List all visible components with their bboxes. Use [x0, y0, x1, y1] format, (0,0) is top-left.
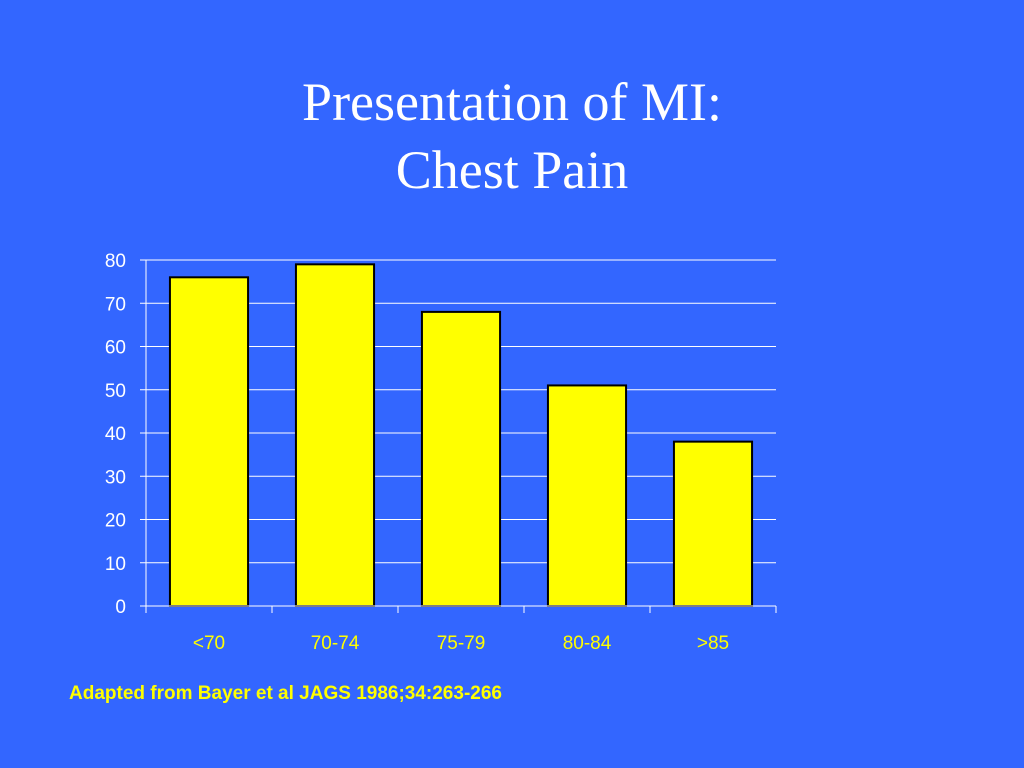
bar-3 — [420, 310, 502, 607]
y-tick-label: 80 — [105, 251, 126, 272]
slide-title-line-2: Chest Pain — [395, 140, 629, 200]
x-tick-label: 80-84 — [563, 633, 612, 654]
y-tick-label: 60 — [105, 338, 126, 359]
bar-4 — [546, 384, 628, 607]
y-tick-label: 70 — [105, 294, 126, 315]
x-tick-label: 70-74 — [311, 633, 360, 654]
y-tick-label: 20 — [105, 511, 126, 532]
x-tick-label: >85 — [697, 633, 729, 654]
slide-title: Presentation of MI: Chest Pain — [0, 68, 1024, 204]
y-tick-label: 40 — [105, 424, 126, 445]
y-tick-label: 10 — [105, 554, 126, 575]
source-note: Adapted from Bayer et al JAGS 1986;34:26… — [69, 683, 502, 704]
y-tick-label: 50 — [105, 381, 126, 402]
bar-1 — [168, 276, 250, 607]
y-tick-label: 30 — [105, 467, 126, 488]
bar-5 — [672, 440, 754, 607]
x-tick-label: 75-79 — [437, 633, 486, 654]
x-tick-label: <70 — [193, 633, 225, 654]
bar-2 — [294, 263, 376, 607]
y-tick-label: 0 — [115, 597, 126, 618]
slide-title-line-1: Presentation of MI: — [302, 72, 722, 132]
